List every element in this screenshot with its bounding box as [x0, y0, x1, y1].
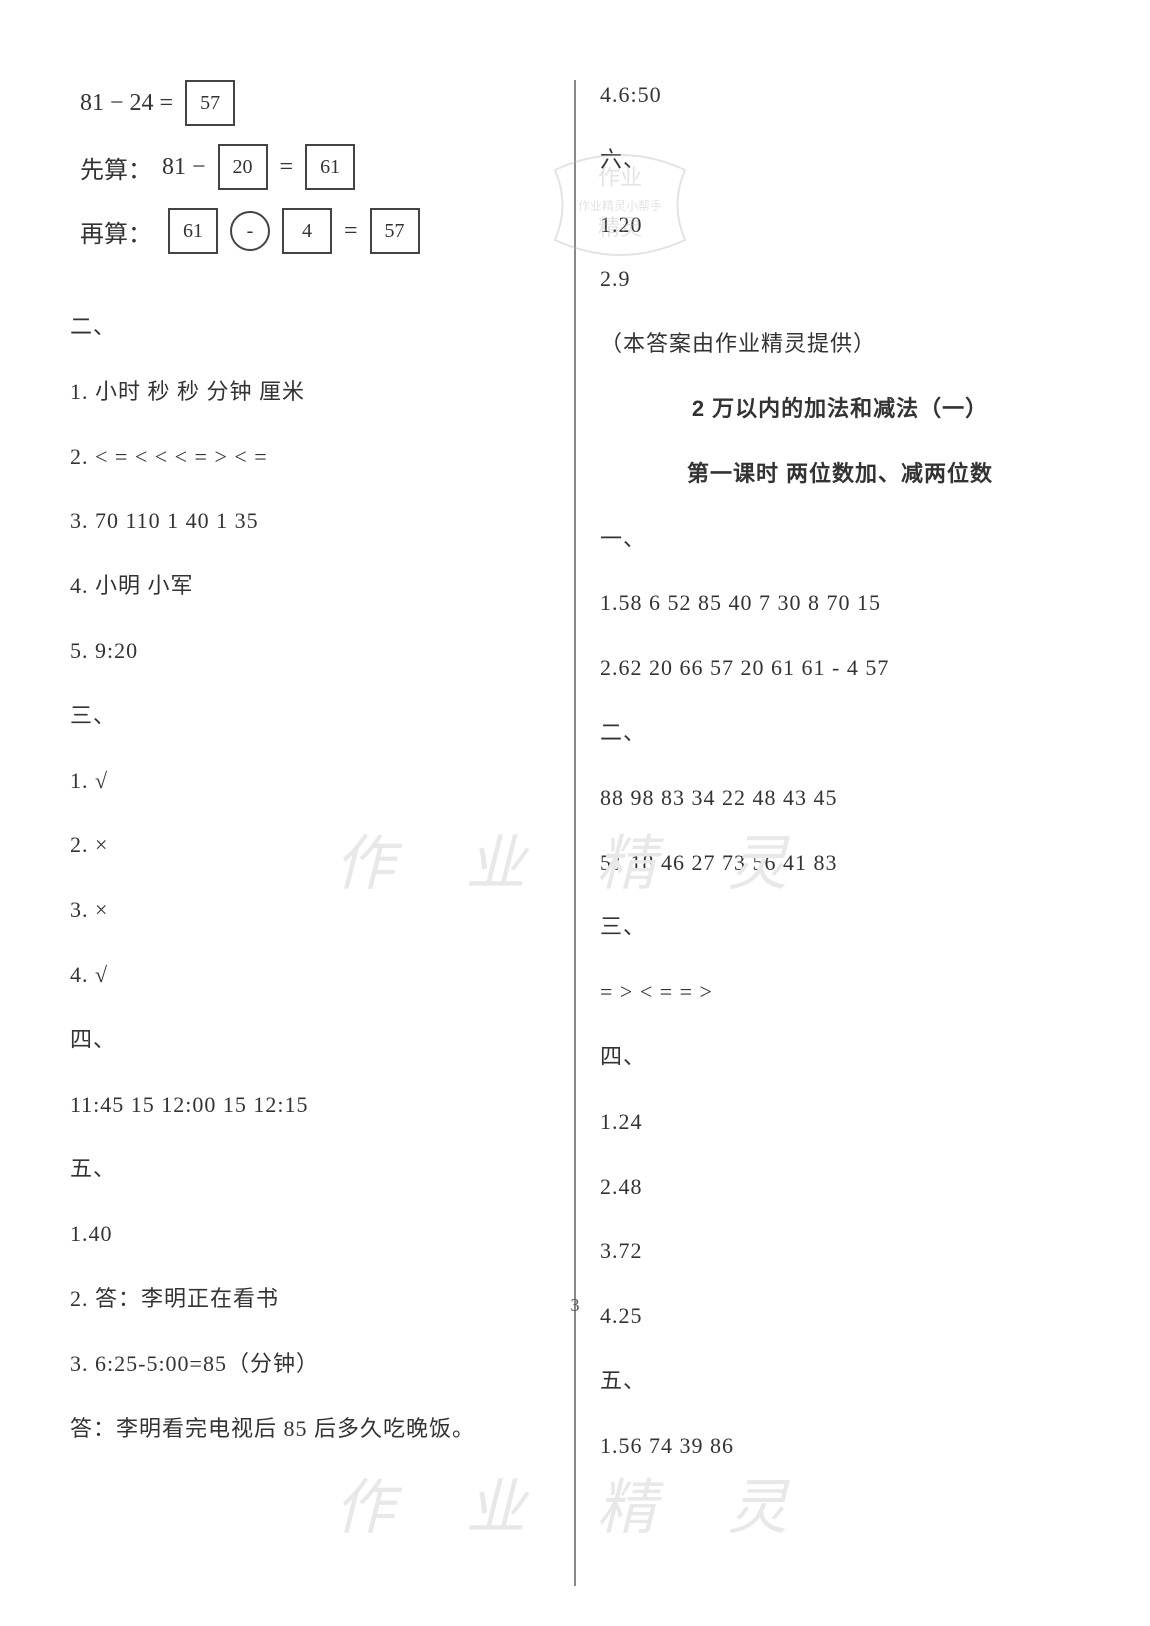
section-heading: 五、 — [70, 1154, 550, 1185]
answer-line: 88 98 83 34 22 48 43 45 — [600, 783, 1080, 814]
answer-line: 1.40 — [70, 1219, 550, 1250]
section-heading: 四、 — [600, 1042, 1080, 1073]
operand: 81 — [162, 154, 186, 181]
answer-box: 61 — [168, 208, 218, 254]
section-heading: 三、 — [70, 701, 550, 732]
answer-box: 20 — [218, 144, 268, 190]
arithmetic-diagram: 81 − 24 = 57 先算： 81 − 20 = 61 再算： 61 - 4… — [70, 80, 550, 272]
section-heading: 一、 — [600, 524, 1080, 555]
answer-line: 2. < = < < < = > < = — [70, 442, 550, 473]
answer-line: 1.20 — [600, 210, 1080, 241]
answer-line: = > < = = > — [600, 977, 1080, 1008]
operand: 24 — [130, 90, 154, 117]
diagram-row-1: 81 − 24 = 57 — [80, 80, 550, 126]
operator: − — [110, 90, 124, 117]
step-label: 再算： — [80, 214, 152, 249]
equals: = — [160, 90, 174, 117]
page: 81 − 24 = 57 先算： 81 − 20 = 61 再算： 61 - 4… — [0, 0, 1150, 1626]
chapter-title: 2 万以内的加法和减法（一） — [600, 394, 1080, 425]
page-number: 3 — [571, 1295, 580, 1316]
answer-line: 11:45 15 12:00 15 12:15 — [70, 1090, 550, 1121]
answer-box: 61 — [305, 144, 355, 190]
answer-line: 3. × — [70, 895, 550, 926]
operand: 81 — [80, 90, 104, 117]
answer-line: 5. 9:20 — [70, 636, 550, 667]
answer-line: 答：李明看完电视后 85 后多久吃晚饭。 — [70, 1414, 550, 1445]
answer-line: 4. √ — [70, 960, 550, 991]
answer-box: 4 — [282, 208, 332, 254]
answer-line: 2.48 — [600, 1172, 1080, 1203]
answer-line: 3. 70 110 1 40 1 35 — [70, 506, 550, 537]
answer-line: 51 18 46 27 73 56 41 83 — [600, 848, 1080, 879]
diagram-row-2: 先算： 81 − 20 = 61 — [80, 144, 550, 190]
answer-line: 2.9 — [600, 264, 1080, 295]
section-heading: 四、 — [70, 1025, 550, 1056]
equals: = — [280, 154, 294, 181]
answer-line: 1. 小时 秒 秒 分钟 厘米 — [70, 377, 550, 408]
column-divider — [574, 80, 576, 1586]
section-heading: 六、 — [600, 145, 1080, 176]
answer-line: 3. 6:25-5:00=85（分钟） — [70, 1349, 550, 1380]
answer-line: 4. 小明 小军 — [70, 571, 550, 602]
answer-line: 1.24 — [600, 1107, 1080, 1138]
answer-line: 3.72 — [600, 1236, 1080, 1267]
equals: = — [344, 218, 358, 245]
right-column: 4.6:50 六、 1.20 2.9 （本答案由作业精灵提供） 2 万以内的加法… — [580, 80, 1080, 1586]
credit-line: （本答案由作业精灵提供） — [600, 329, 1080, 360]
answer-line: 4.25 — [600, 1301, 1080, 1332]
answer-line: 4.6:50 — [600, 80, 1080, 111]
section-heading: 二、 — [70, 312, 550, 343]
answer-line: 1. √ — [70, 766, 550, 797]
answer-box: 57 — [370, 208, 420, 254]
diagram-row-3: 再算： 61 - 4 = 57 — [80, 208, 550, 254]
answer-box: 57 — [185, 80, 235, 126]
section-heading: 五、 — [600, 1366, 1080, 1397]
answer-line: 2.62 20 66 57 20 61 61 - 4 57 — [600, 653, 1080, 684]
step-label: 先算： — [80, 150, 152, 185]
operator: − — [192, 154, 206, 181]
operator-circle: - — [230, 211, 270, 251]
section-heading: 三、 — [600, 912, 1080, 943]
answer-line: 1.56 74 39 86 — [600, 1431, 1080, 1462]
answer-line: 2. × — [70, 830, 550, 861]
answer-line: 1.58 6 52 85 40 7 30 8 70 15 — [600, 588, 1080, 619]
section-heading: 二、 — [600, 718, 1080, 749]
lesson-title: 第一课时 两位数加、减两位数 — [600, 459, 1080, 490]
left-column: 81 − 24 = 57 先算： 81 − 20 = 61 再算： 61 - 4… — [70, 80, 570, 1586]
answer-line: 2. 答：李明正在看书 — [70, 1284, 550, 1315]
